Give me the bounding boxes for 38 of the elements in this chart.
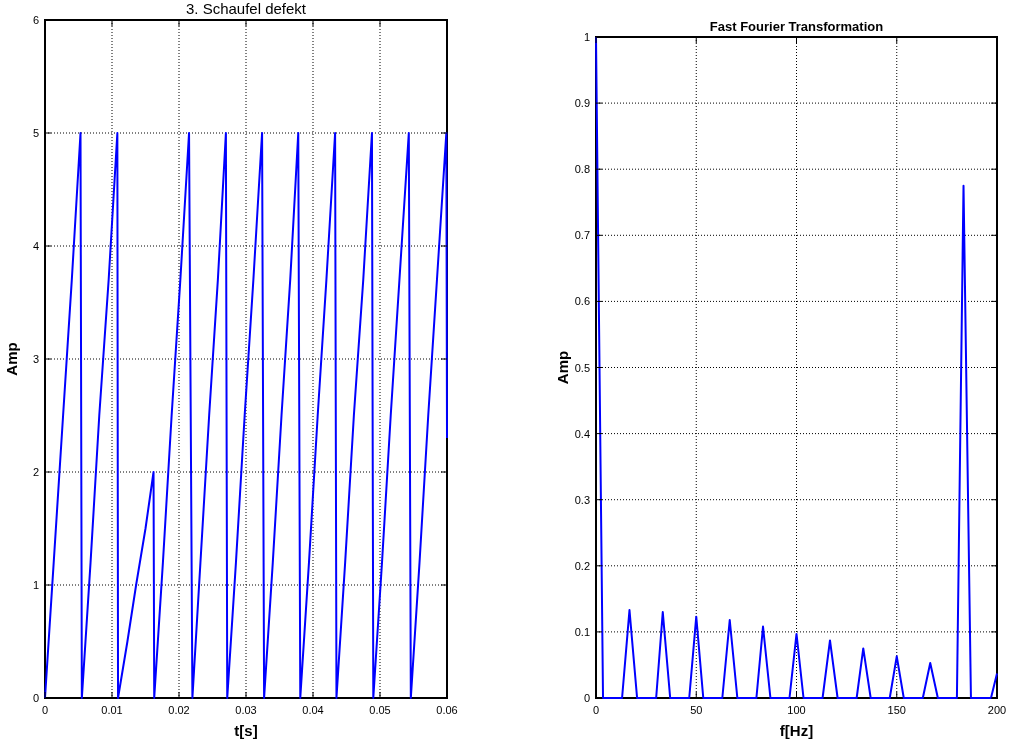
y-tick-label: 0 (583, 692, 590, 704)
x-tick-label: 100 (787, 704, 806, 716)
x-tick-label: 150 (887, 704, 906, 716)
y-tick-label: 0.4 (574, 427, 590, 440)
y-tick-label: 1 (583, 31, 590, 43)
x-tick-label: 0.05 (369, 704, 391, 716)
chart-title: Fast Fourier Transformation (709, 19, 884, 34)
line-series (595, 36, 998, 699)
x-tick-label: 0 (592, 704, 600, 716)
x-axis-title: f[Hz] (779, 722, 814, 739)
y-tick-label: 4 (32, 240, 39, 252)
y-tick-label: 1 (32, 579, 39, 591)
y-tick-label: 0 (32, 692, 39, 704)
x-tick-label: 0.03 (235, 704, 257, 716)
y-axis-title: Amp (3, 342, 20, 376)
y-tick-label: 0.9 (574, 97, 590, 110)
y-tick-label: 2 (32, 466, 39, 478)
y-tick-label: 0.6 (574, 295, 590, 308)
y-tick-label: 6 (32, 14, 39, 26)
y-tick-label: 0.3 (574, 493, 590, 506)
x-tick-label: 0.06 (436, 704, 458, 716)
y-tick-label: 0.5 (574, 361, 590, 374)
x-tick-label: 200 (987, 704, 1007, 716)
y-tick-label: 0.7 (574, 229, 590, 242)
y-axis-title: Amp (554, 350, 571, 385)
x-tick-label: 0.01 (101, 704, 123, 716)
chart-title: 3. Schaufel defekt (185, 0, 307, 17)
y-tick-label: 3 (32, 353, 39, 365)
line-series (44, 132, 448, 699)
x-tick-label: 0.02 (168, 704, 190, 716)
y-tick-label: 0.8 (574, 163, 590, 176)
x-tick-label: 0 (41, 704, 49, 716)
x-tick-label: 0.04 (302, 704, 324, 716)
y-tick-label: 5 (32, 127, 39, 139)
x-tick-label: 50 (690, 704, 703, 716)
y-tick-label: 0.2 (574, 559, 590, 572)
x-axis-title: t[s] (234, 722, 258, 739)
y-tick-label: 0.1 (574, 625, 590, 638)
